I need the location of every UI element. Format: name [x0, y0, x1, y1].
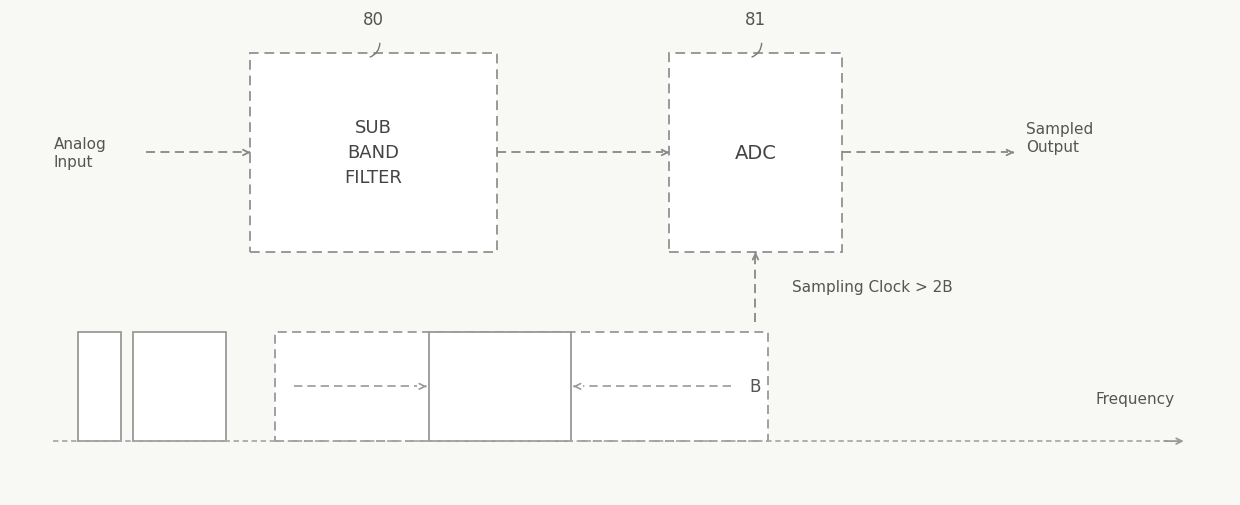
Bar [429, 332, 570, 441]
Text: Sampled
Output: Sampled Output [1027, 122, 1094, 155]
Bar [134, 332, 226, 441]
Bar [670, 54, 842, 252]
Text: Analog
Input: Analog Input [53, 137, 107, 169]
Text: 80: 80 [363, 11, 384, 29]
Bar [250, 54, 497, 252]
Text: B: B [749, 378, 760, 395]
Bar [78, 332, 122, 441]
Text: ADC: ADC [734, 144, 776, 163]
Bar [275, 332, 768, 441]
Text: Frequency: Frequency [1095, 391, 1174, 407]
Text: Sampling Clock > 2B: Sampling Clock > 2B [792, 280, 954, 295]
Text: SUB
BAND
FILTER: SUB BAND FILTER [345, 119, 403, 187]
Text: 81: 81 [745, 11, 766, 29]
